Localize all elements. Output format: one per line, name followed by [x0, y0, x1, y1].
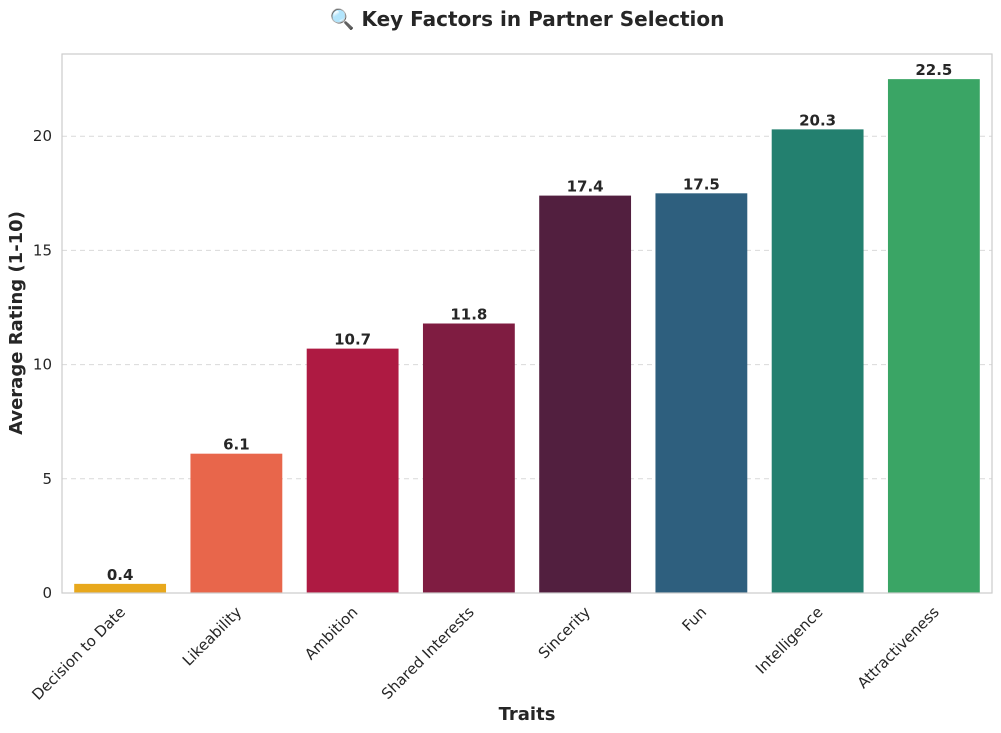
data-label: 20.3 — [799, 111, 836, 129]
plot-frame — [61, 53, 993, 594]
x-axis-label: Traits — [499, 704, 556, 725]
bar — [539, 195, 632, 594]
x-axis-ticks: Decision to Date Likeability Ambition Share… — [28, 603, 943, 704]
y-axis-ticks: 0 5 10 15 20 — [33, 127, 52, 602]
data-label: 6.1 — [223, 436, 250, 454]
bar — [655, 193, 748, 593]
x-tick-label: Sincerity — [535, 603, 594, 662]
x-tick-label: Decision to Date — [28, 603, 129, 704]
data-label: 11.8 — [450, 306, 487, 324]
y-tick-label: 5 — [42, 470, 52, 488]
y-axis-label: Average Rating (1-10) — [6, 211, 27, 435]
y-tick-label: 10 — [33, 356, 52, 374]
x-tick-label: Likeability — [179, 603, 245, 669]
bar — [190, 453, 283, 593]
bar — [306, 348, 399, 593]
x-tick-label: Fun — [679, 603, 711, 635]
x-tick-label: Intelligence — [752, 603, 826, 677]
data-label: 17.5 — [683, 175, 720, 193]
bar — [771, 129, 864, 593]
data-label: 10.7 — [334, 331, 371, 349]
data-label: 0.4 — [107, 566, 134, 584]
data-labels: 0.4 6.1 10.7 11.8 17.4 17.5 20.3 22.5 — [107, 61, 953, 584]
y-tick-label: 0 — [42, 584, 52, 602]
x-tick-label: Ambition — [301, 603, 361, 663]
bar — [74, 583, 167, 593]
x-tick-label: Shared Interests — [378, 603, 478, 703]
bar — [422, 323, 515, 593]
bar — [887, 79, 980, 594]
y-tick-label: 20 — [33, 127, 52, 145]
bars — [74, 79, 980, 594]
y-tick-label: 15 — [33, 241, 52, 259]
data-label: 17.4 — [567, 178, 604, 196]
data-label: 22.5 — [915, 61, 952, 79]
x-tick-label: Attractiveness — [854, 603, 943, 692]
chart-title: 🔍 Key Factors in Partner Selection — [330, 6, 725, 31]
